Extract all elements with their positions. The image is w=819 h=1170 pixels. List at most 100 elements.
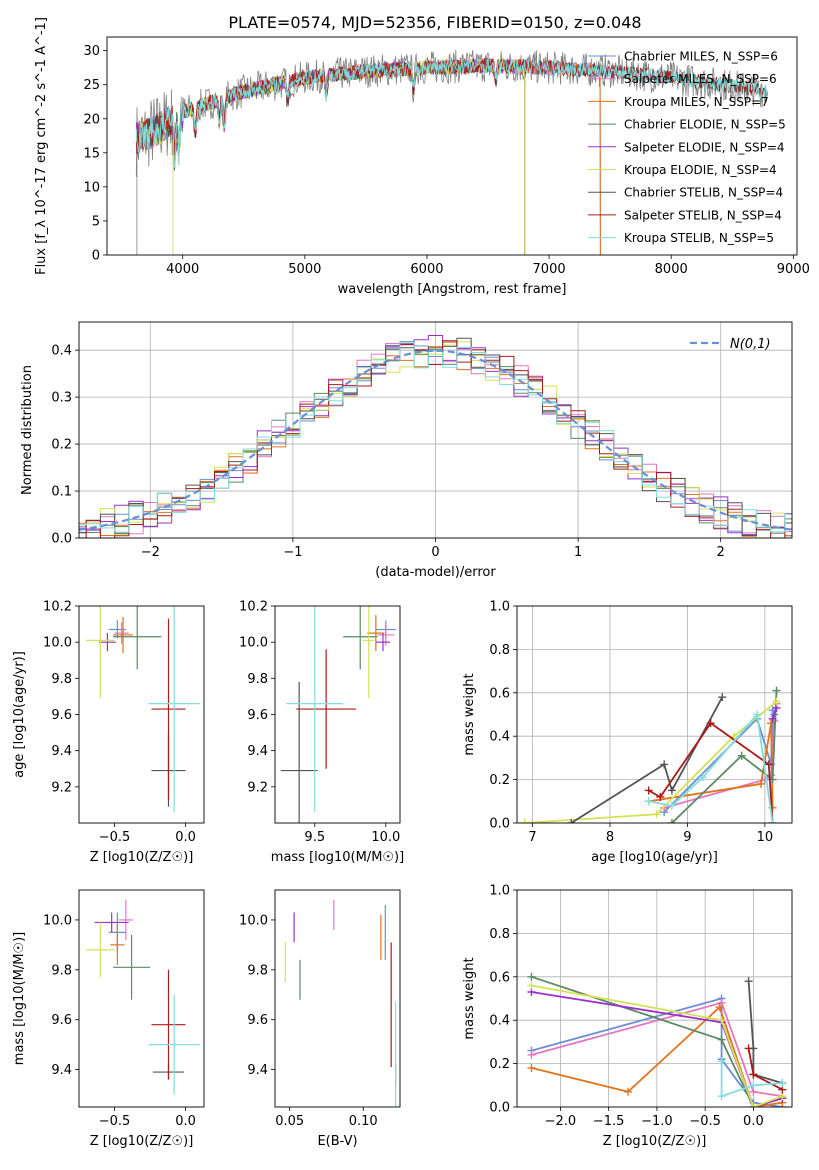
- plot-area: [86, 899, 200, 1095]
- massweight-line: [747, 981, 783, 1084]
- x-tick-label: 0.10: [349, 1114, 378, 1129]
- legend-label: Chabrier ELODIE, N_SSP=5: [624, 118, 786, 132]
- massweight-marker: [757, 779, 766, 788]
- plot-area: [284, 899, 397, 1107]
- y-tick-label: 10: [83, 180, 100, 195]
- massweight-marker: [715, 1003, 724, 1012]
- y-tick-label: 0.3: [51, 391, 72, 406]
- x-tick-label: 2: [717, 545, 725, 560]
- y-tick-label: 9.8: [247, 963, 268, 978]
- massweight-marker: [667, 819, 676, 823]
- axes-frame: [516, 889, 793, 1108]
- legend-label: Salpeter ELODIE, N_SSP=4: [624, 140, 785, 154]
- massweight-line: [570, 696, 724, 823]
- massweight-vs-age-panel: 7 8 9 10 0.0 0.2 0.4 0.6 0.8 1.0 age [log10(age/yr…: [462, 600, 793, 865]
- x-tick-label: −1: [283, 545, 302, 560]
- y-tick-label: 0.2: [489, 773, 510, 788]
- y-tick-label: 9.6: [247, 708, 268, 723]
- x-axis-label: Z [log10(Z/Z☉)]: [90, 1134, 194, 1149]
- massweight-marker: [772, 686, 781, 695]
- massweight-marker: [527, 972, 536, 981]
- y-tick-label: 30: [83, 44, 100, 59]
- legend-label: Kroupa STELIB, N_SSP=5: [624, 231, 774, 245]
- axes-frame: [78, 605, 205, 824]
- y-tick-label: 25: [83, 78, 100, 93]
- massweight-marker: [717, 1057, 726, 1066]
- massweight-vs-metallicity-panel: −2.0 −1.5 −1.0 −0.5 0.0 0.0 0.2 0.4 0.6 0.8 1.0 Z […: [462, 884, 793, 1149]
- x-tick-label: −2: [141, 545, 160, 560]
- x-axis-label: age [log10(age/yr)]: [591, 850, 718, 865]
- y-tick-label: 9.2: [247, 780, 268, 795]
- y-axis-label: Normed distribution: [20, 365, 35, 495]
- y-tick-label: 10.2: [239, 600, 268, 615]
- y-tick-label: 9.4: [51, 744, 72, 759]
- x-tick-label: 6000: [410, 262, 443, 277]
- y-tick-label: 9.4: [247, 1063, 268, 1078]
- y-tick-label: 9.2: [51, 780, 72, 795]
- y-tick-label: 9.6: [51, 708, 72, 723]
- legend-label: Salpeter STELIB, N_SSP=4: [624, 208, 782, 222]
- massweight-marker: [644, 797, 653, 806]
- massweight-marker: [698, 773, 707, 782]
- y-tick-label: 15: [83, 146, 100, 161]
- massweight-marker: [749, 1070, 758, 1079]
- axes-frame: [274, 605, 401, 824]
- legend-label: Chabrier STELIB, N_SSP=4: [624, 186, 783, 200]
- massweight-marker: [737, 751, 746, 760]
- y-tick-label: 0.8: [489, 643, 510, 658]
- y-axis-label: age [log10(age/yr)]: [12, 651, 27, 778]
- x-tick-label: 5000: [288, 262, 321, 277]
- massweight-line: [524, 700, 778, 823]
- massweight-marker: [717, 1035, 726, 1044]
- massweight-marker: [706, 719, 715, 728]
- plot-area: [86, 606, 200, 813]
- massweight-marker: [718, 693, 727, 702]
- y-axis-label: mass weight: [462, 673, 477, 755]
- x-axis-label: mass [log10(M/M☉)]: [271, 850, 404, 865]
- mass-vs-metallicity-panel: −0.5 0.0 9.4 9.6 9.8 10.0 Z [log10(Z/Z☉)] mass …: [12, 889, 205, 1149]
- y-axis-label: Flux [f_λ 10^-17 erg cm^-2 s^-1 A^-1]: [34, 17, 49, 275]
- residual-histogram: [79, 337, 792, 536]
- y-axis-label: mass [log10(M/M☉)]: [12, 932, 27, 1065]
- y-tick-label: 0.4: [489, 1014, 510, 1029]
- model-spectrum-line: [135, 57, 526, 255]
- massweight-marker: [567, 819, 576, 823]
- y-tick-label: 9.4: [51, 1063, 72, 1078]
- massweight-line: [531, 1001, 783, 1098]
- y-tick-label: 9.6: [51, 1013, 72, 1028]
- y-tick-label: 9.8: [51, 963, 72, 978]
- massweight-marker: [768, 714, 777, 723]
- plot-area: [527, 972, 787, 1107]
- massweight-marker: [527, 1063, 536, 1072]
- y-tick-label: 9.4: [247, 744, 268, 759]
- axes-frame: [274, 889, 401, 1108]
- y-tick-label: 5: [92, 214, 100, 229]
- massweight-marker: [527, 981, 536, 990]
- massweight-marker: [768, 819, 777, 823]
- massweight-marker: [527, 1050, 536, 1059]
- mass-vs-ebv-panel: 0.05 0.10 9.4 9.6 9.8 10.0 E(B-V): [239, 889, 401, 1149]
- x-tick-label: 7: [528, 830, 536, 845]
- figure-title: PLATE=0574, MJD=52356, FIBERID=0150, z=0…: [228, 13, 641, 32]
- x-axis-label: E(B-V): [317, 1134, 357, 1149]
- y-tick-label: 1.0: [489, 600, 510, 615]
- x-tick-label: −1.5: [593, 1114, 625, 1129]
- x-tick-label: 0: [431, 545, 439, 560]
- x-tick-label: 8: [606, 830, 614, 845]
- y-tick-label: 0.8: [489, 927, 510, 942]
- x-axis-label: Z [log10(Z/Z☉)]: [90, 850, 194, 865]
- y-tick-label: 0.1: [51, 485, 72, 500]
- massweight-marker: [660, 760, 669, 769]
- y-tick-label: 0.2: [489, 1057, 510, 1072]
- massweight-marker: [667, 786, 676, 795]
- massweight-marker: [744, 1044, 753, 1053]
- legend-label: Chabrier MILES, N_SSP=6: [624, 50, 778, 64]
- residual-histogram: [79, 335, 792, 538]
- massweight-marker: [744, 977, 753, 986]
- x-tick-label: 9000: [777, 262, 810, 277]
- massweight-marker: [778, 1079, 787, 1088]
- y-tick-label: 0.6: [489, 686, 510, 701]
- x-tick-label: 1: [574, 545, 582, 560]
- age-vs-metallicity-panel: −0.5 0.0 9.2 9.4 9.6 9.8 10.0 10.2 Z [log10(Z/Z☉…: [12, 600, 205, 865]
- massweight-marker: [717, 998, 726, 1007]
